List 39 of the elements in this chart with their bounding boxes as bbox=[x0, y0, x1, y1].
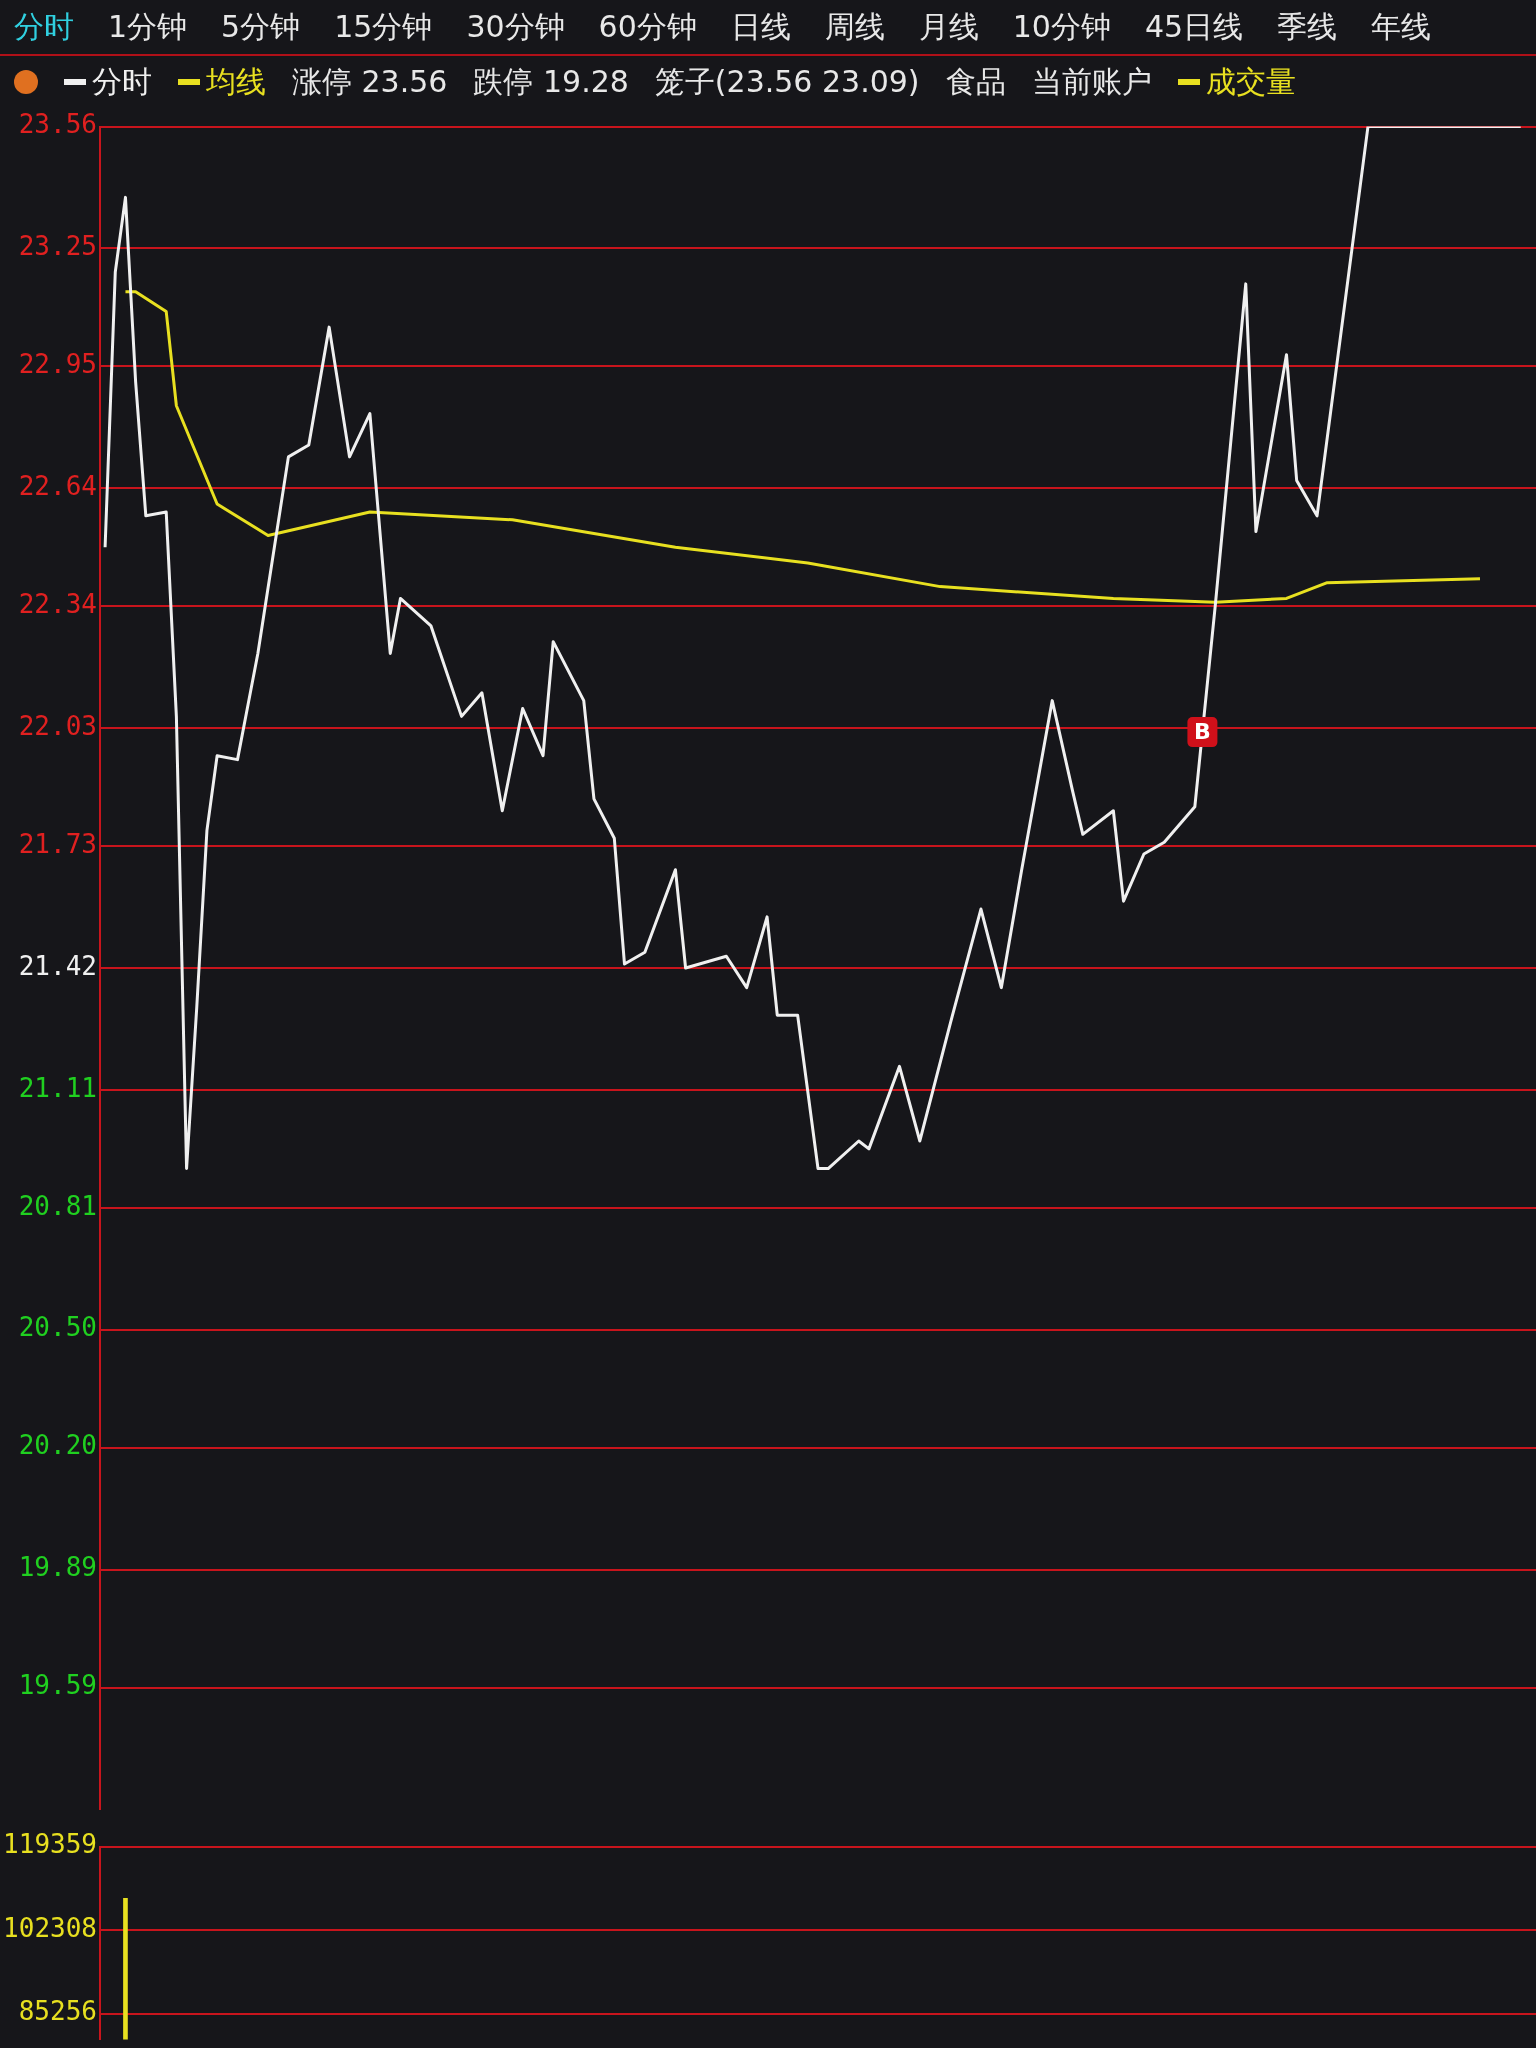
text: 笼子(23.56 23.09) bbox=[654, 62, 920, 101]
text: 15分钟 bbox=[334, 7, 433, 46]
y-tick-label: 22.34 bbox=[18, 589, 97, 620]
annotation: B bbox=[1194, 718, 1211, 744]
y-tick-label: 19.89 bbox=[18, 1552, 97, 1583]
y-tick-label: 21.42 bbox=[18, 950, 97, 981]
y-tick-label: 22.03 bbox=[18, 710, 97, 741]
y-tick-label: 85256 bbox=[18, 1996, 97, 2027]
y-tick-label: 22.64 bbox=[18, 471, 97, 502]
text: 45日线 bbox=[1144, 7, 1244, 46]
y-tick-label: 119359 bbox=[3, 1829, 97, 1860]
text: 年线 bbox=[1371, 7, 1432, 46]
text: 跌停 19.28 bbox=[473, 62, 629, 101]
text: 季线 bbox=[1277, 7, 1338, 46]
text: 周线 bbox=[824, 7, 885, 46]
y-tick-label: 19.59 bbox=[18, 1670, 97, 1701]
text: 60分钟 bbox=[598, 7, 697, 46]
y-tick-label: 21.11 bbox=[18, 1072, 97, 1103]
legend-label: 分时 bbox=[92, 62, 152, 101]
y-tick-label: 22.95 bbox=[18, 349, 97, 380]
y-tick-label: 102308 bbox=[3, 1912, 97, 1943]
text: 涨停 23.56 bbox=[292, 62, 448, 101]
legend-label: 均线 bbox=[206, 62, 266, 101]
text: 分时 bbox=[14, 7, 74, 46]
text: 30分钟 bbox=[466, 7, 565, 46]
legend-label: 成交量 bbox=[1205, 62, 1296, 101]
text: 日线 bbox=[730, 7, 791, 46]
text: 食品 bbox=[945, 62, 1006, 101]
text: 10分钟 bbox=[1012, 7, 1111, 46]
text: 当前账户 bbox=[1031, 62, 1152, 101]
y-tick-label: 23.56 bbox=[18, 109, 97, 140]
text: 月线 bbox=[918, 7, 979, 46]
y-tick-label: 20.81 bbox=[18, 1190, 97, 1221]
y-tick-label: 21.73 bbox=[18, 828, 97, 859]
y-tick-label: 23.25 bbox=[18, 231, 97, 262]
y-tick-label: 20.50 bbox=[18, 1312, 97, 1343]
y-tick-label: 20.20 bbox=[18, 1430, 97, 1461]
text: 1分钟 bbox=[108, 7, 188, 46]
text: 5分钟 bbox=[221, 7, 301, 46]
